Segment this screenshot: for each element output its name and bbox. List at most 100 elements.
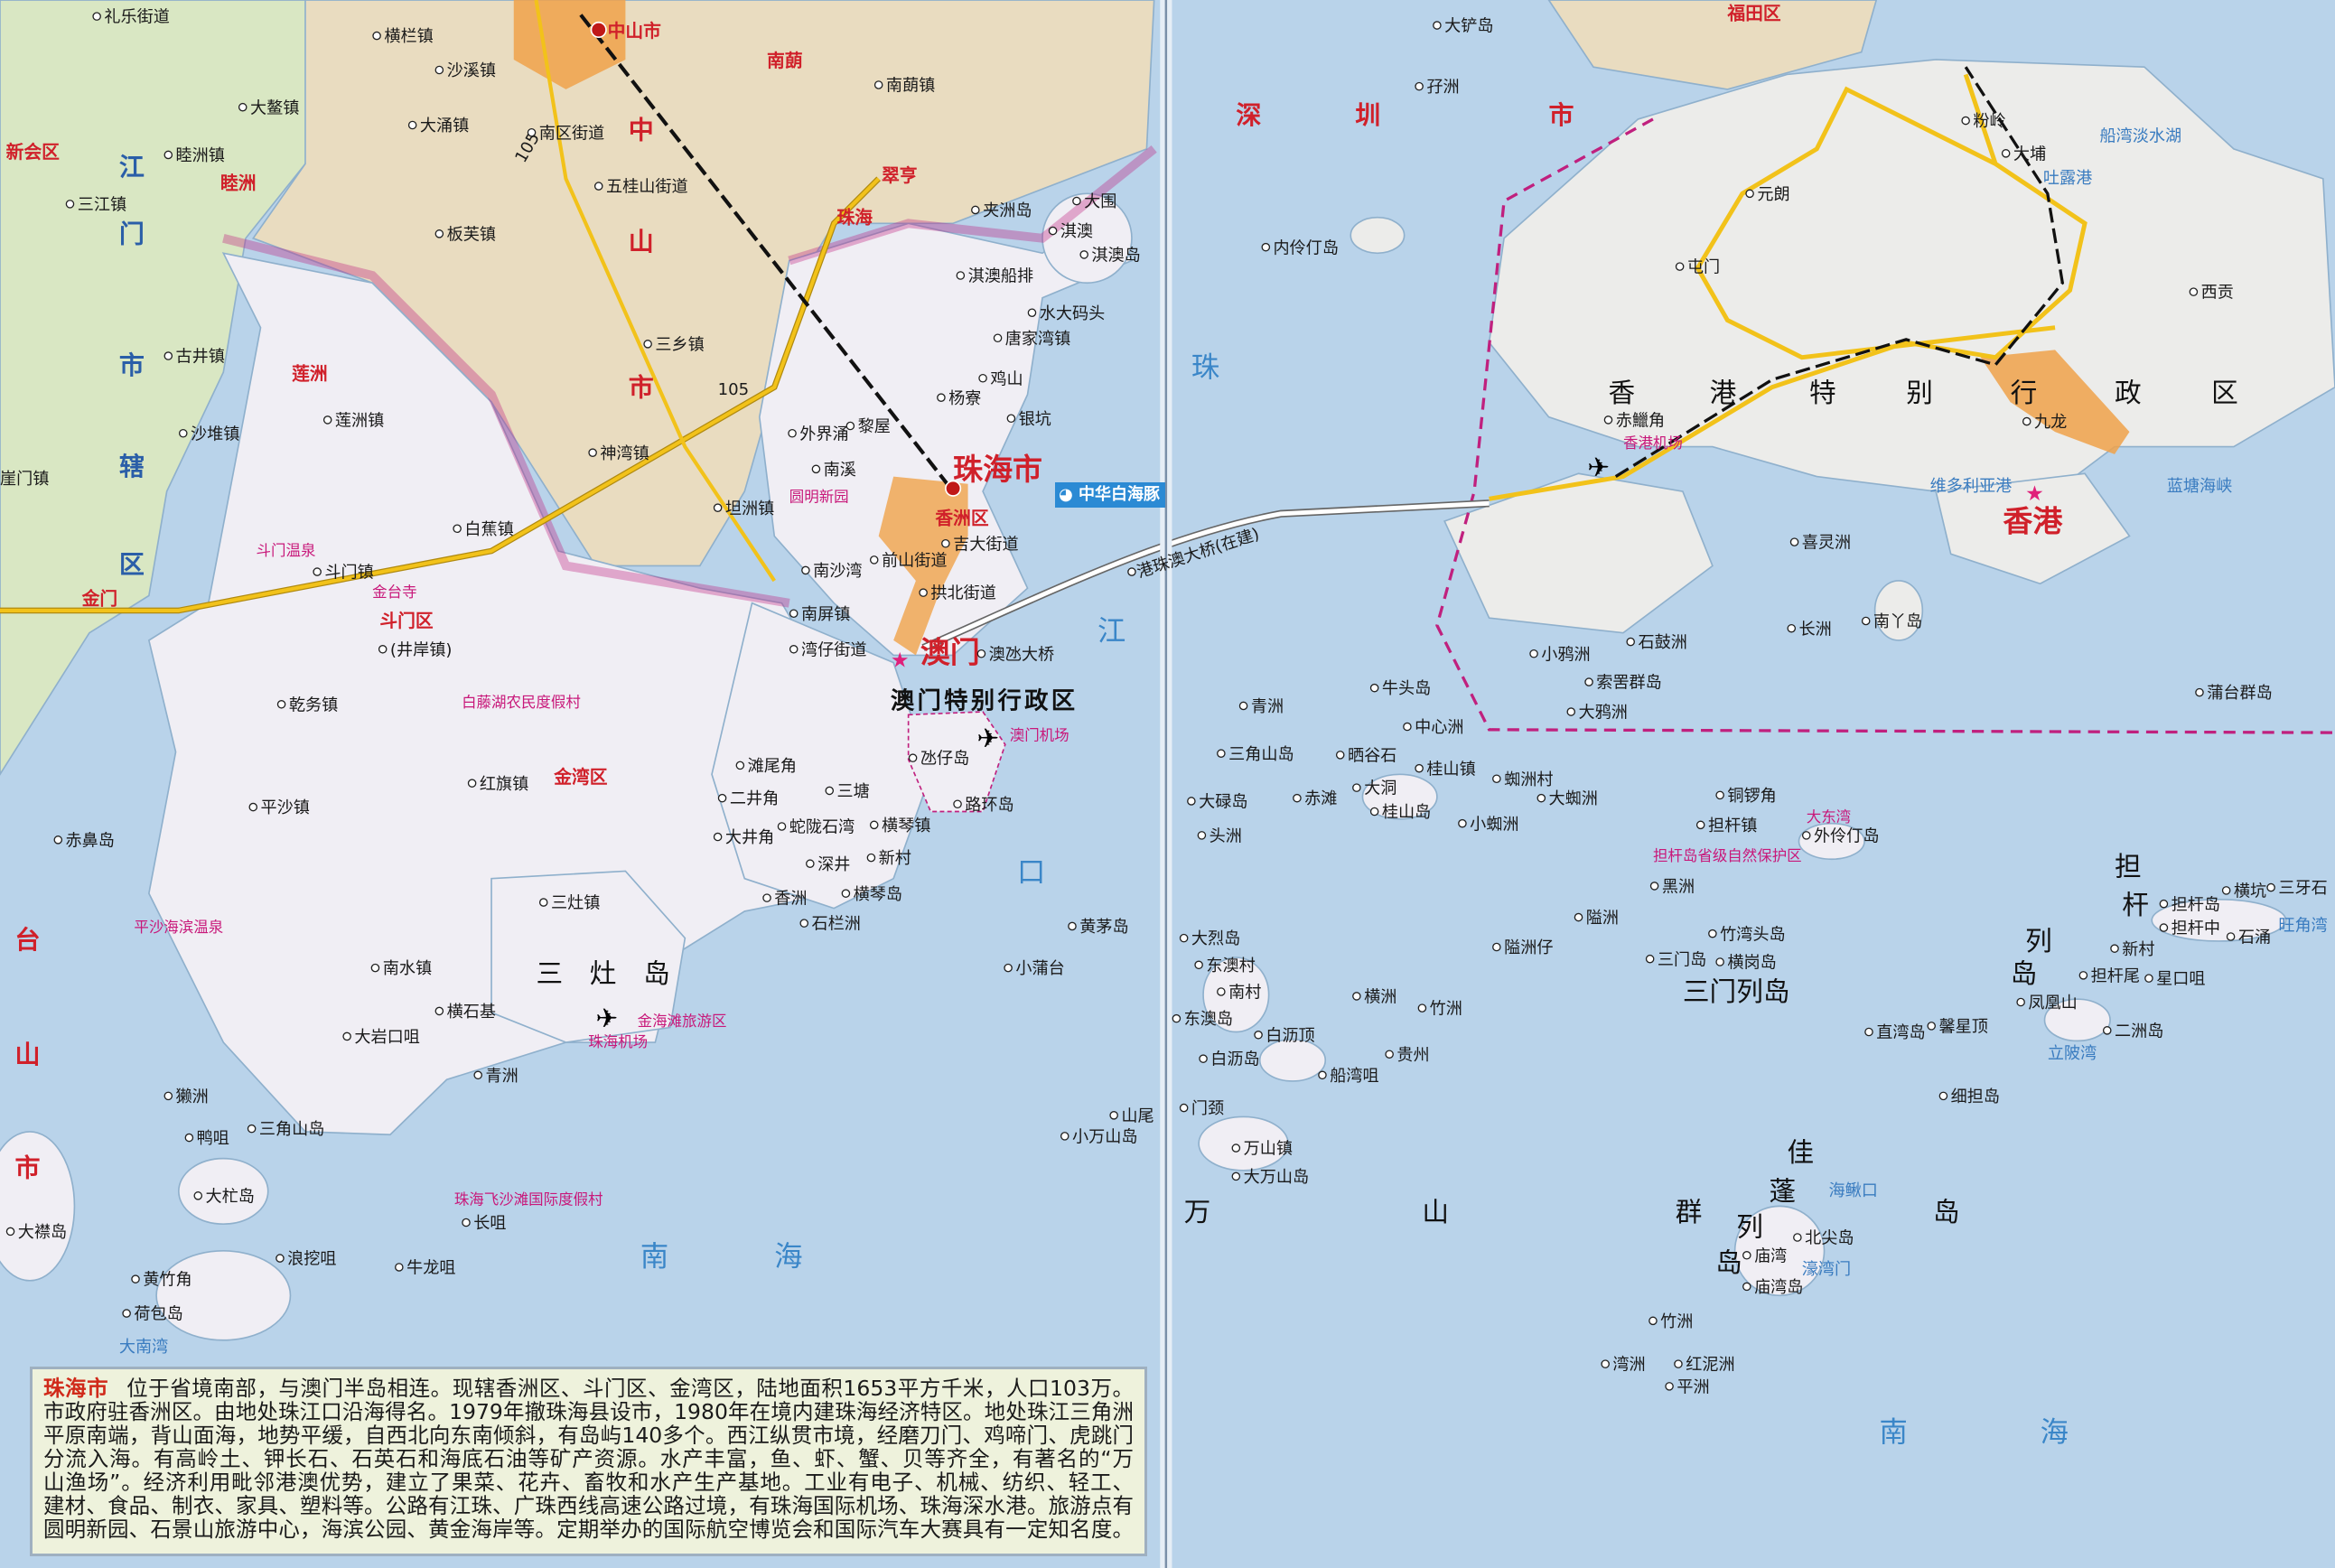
settlement-marker-icon bbox=[163, 150, 173, 160]
settlement-marker-icon bbox=[527, 127, 537, 137]
place-label: 牛龙咀 bbox=[406, 1259, 455, 1278]
place-label: 馨星顶 bbox=[1938, 1017, 1987, 1036]
place-label: 横岗岛 bbox=[1727, 954, 1776, 973]
place-label: 三灶镇 bbox=[551, 894, 600, 913]
place-label: 外界涌 bbox=[799, 425, 848, 443]
place-label: 横洲 bbox=[1364, 988, 1396, 1007]
place-label: 庙湾 bbox=[1754, 1246, 1787, 1265]
settlement-marker-icon bbox=[1072, 196, 1081, 206]
place-label: 香 bbox=[1608, 377, 1635, 408]
place-label: 三江镇 bbox=[78, 195, 126, 214]
settlement-marker-icon bbox=[1626, 637, 1635, 647]
settlement-marker-icon bbox=[866, 853, 876, 863]
settlement-marker-icon bbox=[873, 80, 883, 89]
settlement-marker-icon bbox=[434, 1006, 444, 1016]
neilingding-island bbox=[1350, 216, 1406, 255]
settlement-marker-icon bbox=[1708, 929, 1717, 938]
settlement-marker-icon bbox=[845, 421, 855, 431]
guishan-island bbox=[1361, 773, 1438, 820]
settlement-marker-icon bbox=[2189, 287, 2199, 296]
place-label: 旺角湾 bbox=[2278, 916, 2327, 935]
place-label: 平洲 bbox=[1677, 1377, 1709, 1396]
place-label: 南丫岛 bbox=[1873, 612, 1922, 631]
capital-star-icon: ★ bbox=[891, 649, 910, 673]
settlement-marker-icon bbox=[92, 12, 101, 21]
place-label: 新会区 bbox=[6, 142, 61, 163]
settlement-marker-icon bbox=[467, 779, 477, 788]
baili-island bbox=[1258, 1038, 1327, 1082]
lantau-island bbox=[1443, 472, 1714, 634]
place-label: 万山镇 bbox=[1244, 1140, 1293, 1159]
settlement-marker-icon bbox=[1231, 1143, 1241, 1153]
place-label: 担杆岛省级自然保护区 bbox=[1653, 847, 1802, 864]
settlement-marker-icon bbox=[978, 373, 987, 383]
place-label: 南 bbox=[640, 1240, 668, 1273]
settlement-marker-icon bbox=[1492, 942, 1501, 952]
settlement-marker-icon bbox=[193, 1191, 203, 1200]
settlement-marker-icon bbox=[1649, 1316, 1658, 1326]
settlement-marker-icon bbox=[2022, 416, 2031, 426]
place-label: 晒谷石 bbox=[1348, 746, 1396, 765]
place-label: 大东湾 bbox=[1807, 808, 1851, 826]
place-label: 白蕉镇 bbox=[464, 520, 513, 539]
settlement-marker-icon bbox=[1742, 1282, 1751, 1292]
settlement-marker-icon bbox=[2144, 974, 2153, 983]
hk-expressway bbox=[1489, 73, 2087, 501]
place-label: 山 bbox=[629, 227, 654, 257]
railway bbox=[579, 14, 955, 493]
settlement-marker-icon bbox=[1006, 414, 1016, 424]
place-label: 三牙石 bbox=[2278, 879, 2327, 898]
qiao-island bbox=[1041, 192, 1133, 285]
settlement-marker-icon bbox=[1603, 415, 1613, 425]
settlement-marker-icon bbox=[1352, 992, 1361, 1001]
settlement-marker-icon bbox=[1318, 1070, 1327, 1080]
place-label: 牛头岛 bbox=[1382, 679, 1431, 698]
info-line: 平原南端，背山面海，地势平缓，自西北向东南倾斜，有岛屿140多个。西江纵贯市境，… bbox=[43, 1423, 1134, 1448]
settlement-marker-icon bbox=[1675, 262, 1685, 271]
capital-star-icon: ★ bbox=[2025, 482, 2044, 506]
place-label: 黄竹角 bbox=[143, 1271, 191, 1290]
dajin-island bbox=[0, 1131, 76, 1282]
settlement-marker-icon bbox=[2221, 886, 2231, 895]
place-label: 乾务镇 bbox=[289, 695, 338, 714]
settlement-marker-icon bbox=[2102, 1026, 2112, 1035]
settlement-marker-icon bbox=[322, 415, 332, 425]
sanzao-island bbox=[490, 870, 686, 1043]
place-label: 横琴岛 bbox=[854, 885, 902, 904]
place-label: 赤鼻岛 bbox=[66, 831, 115, 850]
place-label: 蓬 bbox=[1770, 1175, 1797, 1207]
place-label: 市 bbox=[14, 1153, 40, 1182]
place-label: 大井角 bbox=[725, 828, 774, 847]
place-label: 圆明新园 bbox=[789, 489, 849, 506]
place-label: 二井角 bbox=[730, 789, 779, 808]
place-label: 大碌岛 bbox=[1199, 793, 1247, 812]
place-label: 金湾区 bbox=[553, 767, 608, 788]
place-label: 湾洲 bbox=[1612, 1356, 1645, 1375]
place-label: 九龙 bbox=[2034, 413, 2067, 432]
settlement-marker-icon bbox=[841, 889, 851, 898]
settlement-marker-icon bbox=[1793, 1233, 1802, 1242]
settlement-marker-icon bbox=[717, 793, 727, 803]
settlement-marker-icon bbox=[953, 799, 962, 809]
settlement-marker-icon bbox=[1674, 1359, 1683, 1368]
shenzhen-land bbox=[1547, 0, 1878, 90]
settlement-marker-icon bbox=[1745, 189, 1754, 199]
settlement-marker-icon bbox=[908, 753, 918, 762]
settlement-marker-icon bbox=[276, 1254, 285, 1263]
place-label: 路环岛 bbox=[965, 796, 1013, 815]
place-label: 大襟岛 bbox=[18, 1223, 67, 1242]
settlement-marker-icon bbox=[1574, 912, 1583, 922]
miaowan-island bbox=[1733, 1205, 1826, 1297]
place-label: 海 bbox=[2041, 1416, 2069, 1449]
place-label: 杆 bbox=[2122, 889, 2149, 920]
settlement-marker-icon bbox=[806, 859, 815, 868]
place-label: 蛇陇石湾 bbox=[789, 818, 855, 837]
settlement-marker-icon bbox=[1787, 623, 1797, 633]
zhuhai-boundary-line bbox=[222, 145, 1157, 608]
place-label: 五桂山街道 bbox=[606, 178, 688, 197]
place-label: 维多利亚港 bbox=[1930, 477, 2013, 496]
place-label: 氹仔岛 bbox=[920, 750, 969, 769]
settlement-marker-icon bbox=[941, 538, 950, 548]
settlement-marker-icon bbox=[1179, 1103, 1189, 1113]
